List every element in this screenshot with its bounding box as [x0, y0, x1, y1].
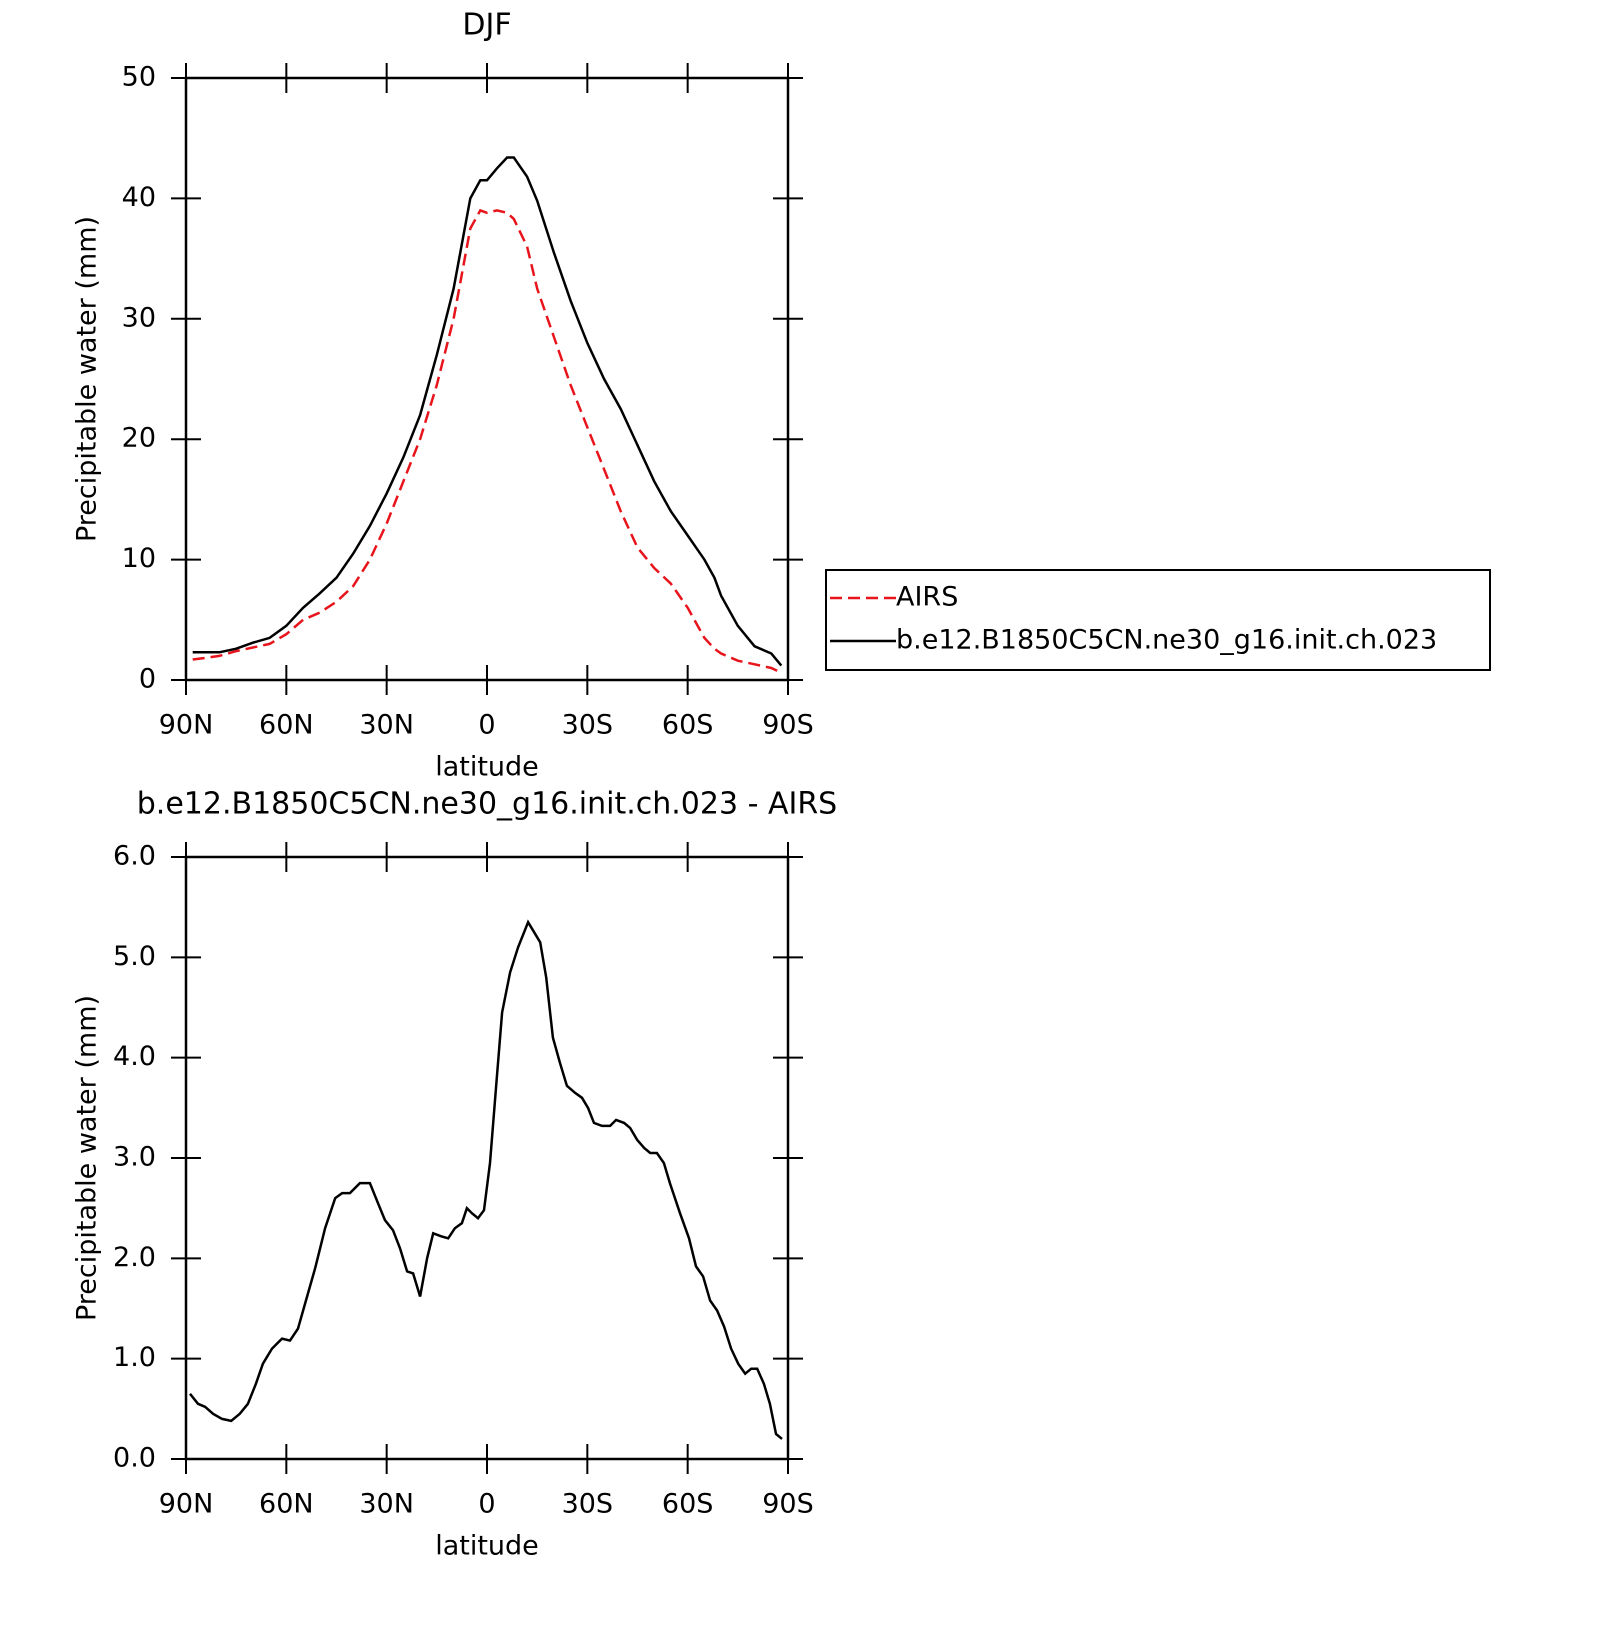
plot-frame	[184, 76, 790, 682]
x-tick-label: 60S	[662, 1489, 714, 1520]
x-tick-label: 90N	[159, 710, 214, 741]
y-tick-label: 6.0	[113, 841, 156, 872]
y-tick-label: 50	[122, 62, 156, 93]
x-axis-label: latitude	[435, 1531, 539, 1562]
chart-title: b.e12.B1850C5CN.ne30_g16.init.ch.023 - A…	[137, 787, 837, 822]
chart-title: DJF	[462, 8, 511, 43]
x-tick-label: 30N	[359, 710, 414, 741]
y-tick-label: 0.0	[113, 1443, 156, 1474]
x-tick-label: 30S	[562, 710, 614, 741]
panel: b.e12.B1850C5CN.ne30_g16.init.ch.023 - A…	[72, 787, 838, 1562]
data-line	[192, 156, 783, 667]
y-axis-label: Precipitable water (mm)	[72, 216, 103, 542]
y-tick-label: 2.0	[113, 1242, 156, 1273]
y-tick-label: 20	[122, 423, 156, 454]
y-tick-label: 0	[139, 664, 156, 695]
x-tick-label: 60S	[662, 710, 714, 741]
x-tick-label: 90N	[159, 1489, 214, 1520]
y-tick-label: 4.0	[113, 1041, 156, 1072]
x-axis-label: latitude	[435, 752, 539, 783]
x-tick-label: 30N	[359, 1489, 414, 1520]
y-tick-label: 10	[122, 543, 156, 574]
y-tick-label: 30	[122, 302, 156, 333]
x-tick-label: 0	[478, 1489, 495, 1520]
x-tick-label: 60N	[259, 1489, 314, 1520]
y-axis-label: Precipitable water (mm)	[72, 995, 103, 1321]
data-line	[189, 919, 783, 1440]
x-tick-label: 90S	[762, 710, 814, 741]
y-tick-label: 1.0	[113, 1342, 156, 1373]
x-tick-label: 0	[478, 710, 495, 741]
x-tick-label: 90S	[762, 1489, 814, 1520]
plot-frame	[184, 855, 790, 1461]
y-tick-label: 40	[122, 182, 156, 213]
data-line	[192, 208, 782, 674]
legend-box	[825, 569, 1491, 671]
panel: DJF Precipitable water (mm) latitude 0 10 20 3…	[72, 8, 1491, 783]
y-tick-label: 5.0	[113, 941, 156, 972]
legend-label: b.e12.B1850C5CN.ne30_g16.init.ch.023	[896, 625, 1437, 656]
legend-label: AIRS	[896, 582, 958, 613]
x-tick-label: 30S	[562, 1489, 614, 1520]
x-tick-label: 60N	[259, 710, 314, 741]
y-tick-label: 3.0	[113, 1142, 156, 1173]
